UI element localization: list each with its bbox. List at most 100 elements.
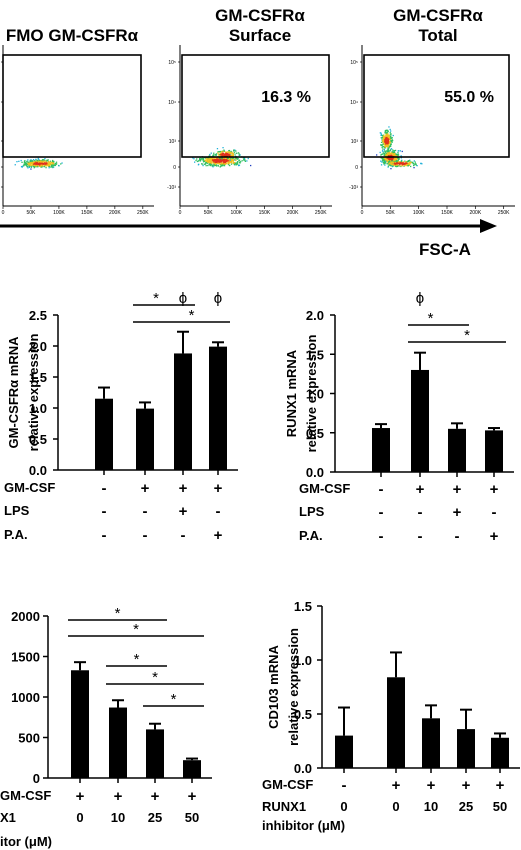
- flow-event-dot: [408, 164, 410, 166]
- flow-event-dot: [33, 166, 35, 168]
- y-tick-label: 1.0: [294, 653, 312, 668]
- flow-event-dot: [29, 165, 31, 167]
- flow-event-dot: [389, 138, 391, 140]
- flow-event-dot: [386, 149, 389, 151]
- flow-event-dot: [386, 159, 388, 161]
- significance-star: *: [464, 327, 470, 344]
- flow-event-dot: [415, 163, 417, 165]
- flow-event-dot: [211, 159, 214, 161]
- flow-event-dot: [53, 166, 55, 168]
- flow-event-dot: [45, 160, 47, 162]
- flow-event-dot: [215, 157, 217, 159]
- flow-event-dot: [220, 153, 222, 156]
- flow-title-2-line-2: Surface: [229, 26, 291, 45]
- phi-marker: ϕ: [179, 290, 187, 307]
- flow-event-dot: [382, 140, 384, 142]
- flow-event-dot: [381, 150, 384, 152]
- flow-event-dot: [394, 149, 397, 152]
- flow-event-dot: [384, 131, 386, 133]
- flow-event-dot: [214, 159, 216, 161]
- flow-event-dot: [221, 164, 223, 166]
- flow-event-dot: [382, 152, 384, 154]
- flow-event-dot: [209, 159, 211, 161]
- flow-x-tick-label: 50K: [204, 210, 214, 216]
- flow-event-dot: [219, 152, 221, 154]
- flow-event-dot: [387, 142, 389, 145]
- condition-value: +: [114, 788, 123, 805]
- flow-event-dot: [384, 157, 386, 159]
- flow-event-dot: [388, 153, 390, 155]
- flow-event-dot: [41, 165, 43, 168]
- flow-event-dot: [228, 158, 231, 160]
- flow-event-dot: [386, 160, 389, 162]
- flow-event-dot: [413, 160, 415, 162]
- flow-event-dot: [399, 165, 401, 167]
- y-axis-label: relative expression: [26, 334, 41, 452]
- flow-event-dot: [208, 158, 210, 161]
- flow-event-dot: [28, 161, 30, 163]
- flow-event-dot: [215, 159, 217, 161]
- flow-event-dot: [383, 157, 385, 159]
- bar: [411, 369, 429, 472]
- y-axis-label: relative expression: [304, 335, 319, 453]
- condition-value: +: [416, 481, 425, 498]
- flow-event-dot: [397, 151, 399, 154]
- flow-event-dot: [385, 160, 387, 162]
- flow-title-1-line-1: FMO GM-CSFRα: [6, 26, 139, 45]
- flow-event-dot: [206, 158, 208, 161]
- flow-event-dot: [388, 153, 390, 156]
- flow-event-dot: [203, 163, 205, 165]
- y-axis-label: GM-CSFRα mRNA: [6, 336, 21, 449]
- flow-event-dot: [38, 162, 40, 164]
- flow-event-dot: [214, 157, 216, 159]
- flow-event-dot: [379, 151, 381, 154]
- flow-event-dot: [397, 159, 399, 162]
- flow-event-dot: [224, 157, 227, 159]
- condition-row-label: GM-CSF: [262, 777, 313, 792]
- flow-event-dot: [391, 159, 393, 161]
- flow-y-tick-label: 0: [173, 165, 176, 171]
- y-tick-label: 2.5: [29, 308, 47, 323]
- flow-event-dot: [391, 157, 394, 159]
- flow-y-tick-label: 10⁴: [350, 100, 358, 106]
- condition-value: 0: [340, 799, 347, 814]
- flow-event-dot: [406, 162, 408, 165]
- flow-event-dot: [389, 132, 391, 134]
- flow-event-dot: [244, 159, 246, 161]
- flow-event-dot: [199, 160, 202, 162]
- flow-event-dot: [399, 150, 401, 152]
- flow-event-dot: [212, 155, 214, 157]
- flow-event-dot: [385, 144, 388, 146]
- flow-event-dot: [205, 161, 207, 163]
- flow-event-dot: [390, 144, 392, 146]
- flow-event-dot: [235, 162, 237, 164]
- flow-event-dot: [218, 160, 220, 162]
- significance-star: *: [152, 669, 158, 686]
- flow-event-dot: [227, 161, 229, 163]
- flow-title-2-line-1: GM-CSFRα: [215, 6, 305, 25]
- flow-event-dot: [389, 160, 391, 162]
- flow-event-dot: [218, 162, 220, 165]
- flow-event-dot: [388, 162, 390, 164]
- flow-event-dot: [223, 150, 225, 152]
- flow-event-dot: [30, 159, 32, 161]
- flow-event-dot: [43, 159, 45, 161]
- flow-event-dot: [389, 152, 391, 154]
- flow-event-dot: [238, 153, 240, 155]
- y-tick-label: 1.5: [306, 347, 324, 362]
- flow-event-dot: [28, 166, 31, 168]
- flow-event-dot: [48, 164, 50, 167]
- flow-event-dot: [402, 161, 404, 163]
- flow-event-dot: [207, 164, 209, 167]
- flow-event-dot: [33, 161, 35, 163]
- flow-x-tick-label: 150K: [259, 210, 271, 216]
- flow-event-dot: [27, 162, 29, 164]
- flow-event-dot: [218, 153, 220, 156]
- flow-event-dot: [214, 161, 217, 164]
- flow-event-dot: [212, 158, 214, 160]
- flow-event-dot: [389, 164, 391, 166]
- flow-event-dot: [23, 165, 25, 167]
- flow-event-dot: [396, 164, 398, 166]
- flow-event-dot: [384, 159, 387, 162]
- flow-event-dot: [383, 134, 385, 137]
